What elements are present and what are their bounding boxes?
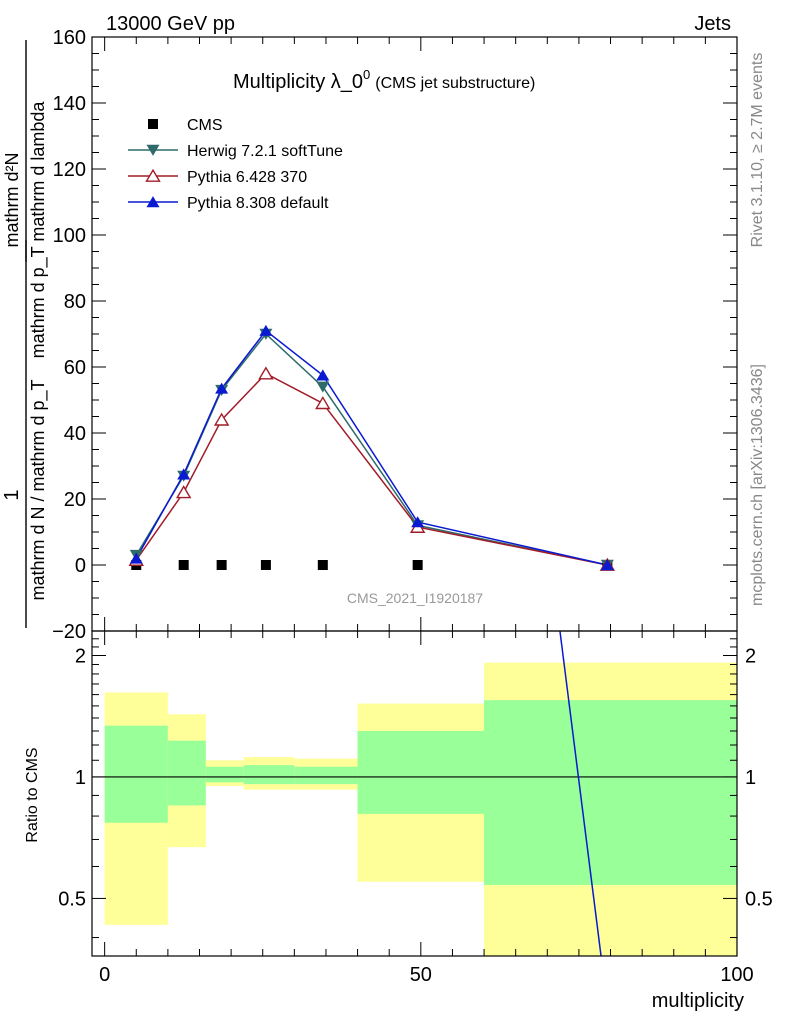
ratio-ylabel: Ratio to CMS bbox=[24, 747, 41, 842]
ratio-band-inner bbox=[205, 766, 244, 783]
data-point-cms bbox=[260, 560, 271, 570]
data-point-cms bbox=[412, 560, 423, 570]
ratio-xtick-label: 100 bbox=[720, 964, 753, 986]
header-left: 13000 GeV pp bbox=[106, 13, 235, 35]
main-ytick-label: −20 bbox=[52, 621, 86, 643]
legend: CMS Herwig 7.2.1 softTune Pythia 6.428 370… bbox=[128, 117, 343, 212]
data-point-pythia-8-308-default bbox=[411, 516, 425, 528]
legend-label-cms: CMS bbox=[187, 117, 223, 134]
data-point-pythia-8-308-default bbox=[177, 468, 191, 480]
data-point-pythia-6-428-370 bbox=[315, 396, 331, 410]
data-point-cms bbox=[317, 560, 328, 570]
ratio-band-inner bbox=[104, 725, 168, 823]
data-point-pythia-6-428-370 bbox=[175, 485, 192, 499]
ratio-line-pythia-8 bbox=[559, 630, 602, 957]
main-ytick-label: 60 bbox=[64, 357, 86, 379]
ratio-band-inner bbox=[167, 740, 206, 806]
legend-label-herwig-7-2-1-softtune: Herwig 7.2.1 softTune bbox=[187, 143, 343, 160]
chart-title-suffix: (CMS jet substructure) bbox=[375, 75, 535, 92]
ratio-ytick-label-right: 2 bbox=[745, 645, 756, 667]
ratio-ytick-label: 2 bbox=[75, 645, 86, 667]
data-point-cms bbox=[216, 560, 227, 570]
legend-label-pythia-6-428-370: Pythia 6.428 370 bbox=[187, 169, 307, 186]
ylabel-top-numerator: mathrm d²N bbox=[2, 152, 22, 247]
ratio-xlabel: multiplicity bbox=[652, 990, 744, 1012]
main-ytick-label: 100 bbox=[53, 225, 86, 247]
ratio-panel: 0.5 0.5 1 1 2 2 0 50 100 bbox=[58, 630, 773, 986]
data-point-pythia-8-308-default bbox=[259, 324, 273, 336]
ratio-band-inner bbox=[357, 730, 485, 814]
ylabel-top-denominator: mathrm d p_T mathrm d lambda bbox=[28, 101, 49, 359]
mcplots-label: mcplots.cern.ch [arXiv:1306.3436] bbox=[749, 364, 766, 606]
data-point-pythia-8-308-default bbox=[316, 369, 330, 381]
main-ytick-label: 80 bbox=[64, 291, 86, 313]
main-ytick-label: 140 bbox=[53, 93, 86, 115]
data-point-herwig-7-2-1-softtune bbox=[316, 381, 330, 393]
data-point-pythia-8-308-default bbox=[129, 552, 143, 564]
legend-marker-pythia-8-308-default bbox=[146, 196, 160, 208]
data-point-pythia-6-428-370 bbox=[258, 366, 274, 380]
ratio-band-inner bbox=[243, 765, 295, 785]
series-line-pythia-6-428-370 bbox=[135, 372, 608, 566]
main-ytick-label: 20 bbox=[64, 489, 86, 511]
ratio-xtick-label: 0 bbox=[99, 964, 110, 986]
watermark: CMS_2021_I1920187 bbox=[347, 590, 483, 606]
ylabel-main: 1 bbox=[1, 489, 23, 500]
chart-title-sup: 0 bbox=[363, 67, 370, 82]
main-ylabel: mathrm d²N mathrm d p_T mathrm d lambda … bbox=[1, 40, 49, 628]
ylabel-denominator: mathrm d N / mathrm d p_T bbox=[28, 379, 49, 600]
legend-marker-pythia-6-428-370 bbox=[145, 168, 161, 182]
ratio-ytick-label-right: 0.5 bbox=[745, 888, 773, 910]
main-ytick-label: 0 bbox=[75, 555, 86, 577]
rivet-label: Rivet 3.1.10, ≥ 2.7M events bbox=[749, 53, 766, 248]
ratio-ytick-label-right: 1 bbox=[745, 767, 756, 789]
ratio-xtick-label: 50 bbox=[410, 964, 432, 986]
header-right: Jets bbox=[694, 13, 731, 35]
legend-marker-herwig-7-2-1-softtune bbox=[146, 144, 160, 156]
data-point-pythia-8-308-default bbox=[215, 382, 229, 394]
main-ytick-label: 40 bbox=[64, 423, 86, 445]
chart-title: Multiplicity λ_00 (CMS jet substructure) bbox=[233, 67, 535, 93]
ratio-band-inner bbox=[484, 700, 737, 885]
main-ytick-label: 120 bbox=[53, 159, 86, 181]
data-point-pythia-6-428-370 bbox=[213, 412, 230, 426]
ratio-ytick-label: 1 bbox=[75, 767, 86, 789]
legend-label-pythia-8-308-default: Pythia 8.308 default bbox=[187, 195, 329, 212]
ratio-frame bbox=[91, 630, 738, 957]
main-panel: −20 0 20 40 60 80 100 120 140 160 bbox=[52, 27, 738, 643]
legend-marker-cms bbox=[148, 119, 158, 129]
ratio-band-inner bbox=[294, 766, 358, 785]
chart-title-main: Multiplicity λ_0 bbox=[233, 71, 363, 93]
data-point-cms bbox=[178, 560, 189, 570]
data-point-pythia-8-308-default bbox=[600, 559, 614, 571]
ratio-ytick-label: 0.5 bbox=[58, 888, 86, 910]
main-ytick-label: 160 bbox=[53, 27, 86, 49]
